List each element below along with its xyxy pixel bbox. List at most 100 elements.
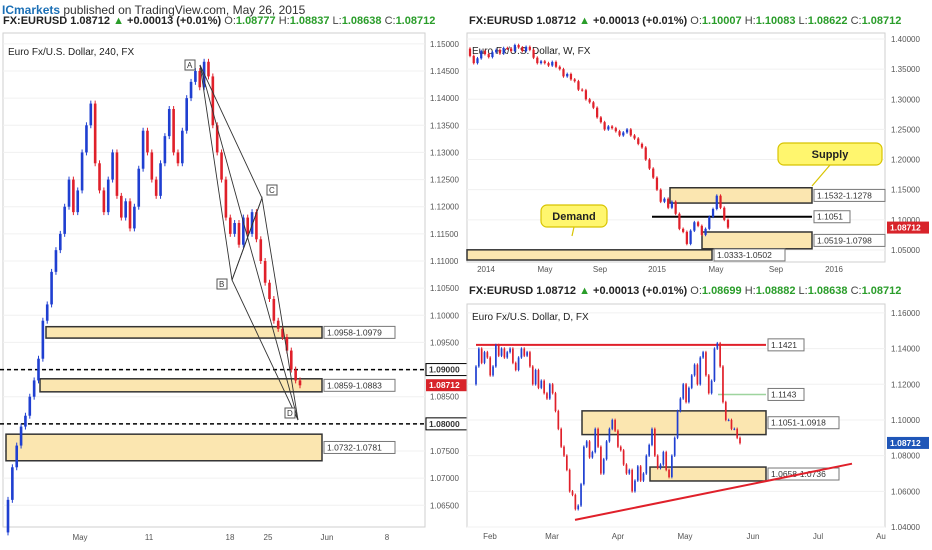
- candle-body: [573, 79, 576, 82]
- chart-header-h4: FX:EURUSD 1.08712 ▲ +0.00013 (+0.01%) O:…: [3, 15, 436, 27]
- candle-body: [668, 469, 670, 478]
- candle-body: [154, 179, 158, 196]
- candle-body: [676, 411, 679, 438]
- price-level-label: 1.09000: [429, 365, 460, 375]
- candle-body: [625, 129, 629, 133]
- candle-body: [491, 52, 494, 58]
- x-tick-label: 2014: [477, 265, 495, 274]
- price-level-label: 1.1421: [771, 340, 797, 350]
- candle-body: [599, 117, 602, 123]
- candle-body: [472, 55, 475, 64]
- candle-body: [106, 179, 110, 213]
- harmonic-pattern: A B C D: [184, 59, 299, 421]
- candle-body: [228, 217, 232, 234]
- candle-body: [233, 223, 236, 234]
- candle-body: [652, 168, 655, 178]
- candle-body: [497, 345, 500, 356]
- candle-body: [480, 348, 483, 363]
- candle-body: [506, 48, 509, 50]
- x-tick-label: 8: [385, 533, 390, 542]
- candle-body: [102, 190, 106, 213]
- publisher-name[interactable]: ICmarkets: [2, 3, 61, 17]
- candle-body: [710, 380, 713, 394]
- candle-body: [255, 212, 258, 240]
- y-tick-label: 1.14000: [891, 345, 920, 354]
- candle-body: [45, 304, 49, 321]
- candle-body: [263, 261, 267, 283]
- candle-body: [215, 125, 219, 153]
- candle-body: [211, 76, 215, 126]
- candle-body: [574, 494, 577, 510]
- candle-body: [629, 129, 632, 136]
- candle-body: [727, 419, 730, 421]
- candle-body: [483, 51, 487, 55]
- y-tick-label: 1.35000: [891, 65, 920, 74]
- x-tick-label: 18: [226, 533, 235, 542]
- zone-label-box: [323, 325, 396, 339]
- candle-body: [659, 189, 662, 202]
- callout-pointer: [571, 226, 575, 237]
- candle-body: [133, 206, 136, 229]
- candle-body: [696, 222, 700, 226]
- candle-body: [259, 239, 263, 261]
- x-tick-label: 11: [145, 533, 154, 542]
- x-tick-label: Feb: [483, 532, 497, 541]
- y-tick-label: 1.10000: [891, 416, 920, 425]
- price-zone: [45, 325, 323, 339]
- candle-body: [716, 343, 719, 349]
- candle-body: [611, 419, 614, 429]
- candle-body: [72, 179, 75, 213]
- candle-body: [707, 375, 710, 394]
- zone-label: 1.0519-1.0798: [817, 235, 872, 245]
- price-zone: [466, 249, 713, 261]
- x-tick-label: May: [72, 533, 87, 542]
- candle-body: [639, 466, 642, 481]
- current-price-tag: [887, 221, 929, 234]
- level-tag-box: [767, 338, 805, 352]
- candle-body: [719, 343, 721, 367]
- candle-body: [289, 350, 293, 370]
- candle-body: [733, 428, 736, 430]
- candle-body: [272, 299, 276, 321]
- candle-body: [185, 98, 188, 131]
- pattern-leg: [199, 64, 299, 421]
- candle-body: [487, 54, 490, 58]
- candle-body: [577, 505, 580, 510]
- candle-body: [642, 473, 645, 481]
- x-tick-label: May: [537, 265, 552, 274]
- x-tick-label: Jul: [813, 532, 823, 541]
- candle-body: [539, 61, 543, 64]
- candle-body: [89, 103, 93, 126]
- y-tick-label: 1.20000: [891, 156, 920, 165]
- candle-body: [298, 380, 302, 386]
- y-tick-label: 1.14000: [430, 94, 459, 103]
- candle-body: [141, 130, 145, 169]
- x-tick-label: May: [677, 532, 692, 541]
- candle-body: [41, 320, 45, 359]
- candle-body: [682, 384, 685, 399]
- candle-body: [137, 168, 141, 207]
- candle-body: [159, 163, 162, 196]
- candle-body: [711, 208, 715, 217]
- current-price-label: 1.08712: [429, 380, 460, 390]
- candle-body: [704, 228, 707, 235]
- y-tick-label: 1.06500: [430, 501, 459, 510]
- candle-body: [58, 233, 62, 251]
- candle-body: [520, 348, 523, 358]
- candle-body: [172, 109, 175, 153]
- candle-body: [115, 152, 119, 196]
- y-tick-label: 1.11500: [430, 230, 459, 239]
- candle-body: [546, 393, 548, 399]
- chart-header-daily: FX:EURUSD 1.08712 ▲ +0.00013 (+0.01%) O:…: [469, 285, 902, 297]
- candle-body: [506, 352, 509, 358]
- candle-body: [628, 469, 631, 474]
- candle-body: [653, 428, 656, 456]
- y-tick-label: 1.08000: [891, 452, 920, 461]
- candle-body: [585, 441, 588, 447]
- candle-body: [696, 364, 699, 385]
- candle-body: [181, 130, 184, 164]
- candle-body: [468, 48, 472, 56]
- candle-body: [563, 446, 565, 456]
- y-tick-label: 1.09500: [430, 338, 459, 347]
